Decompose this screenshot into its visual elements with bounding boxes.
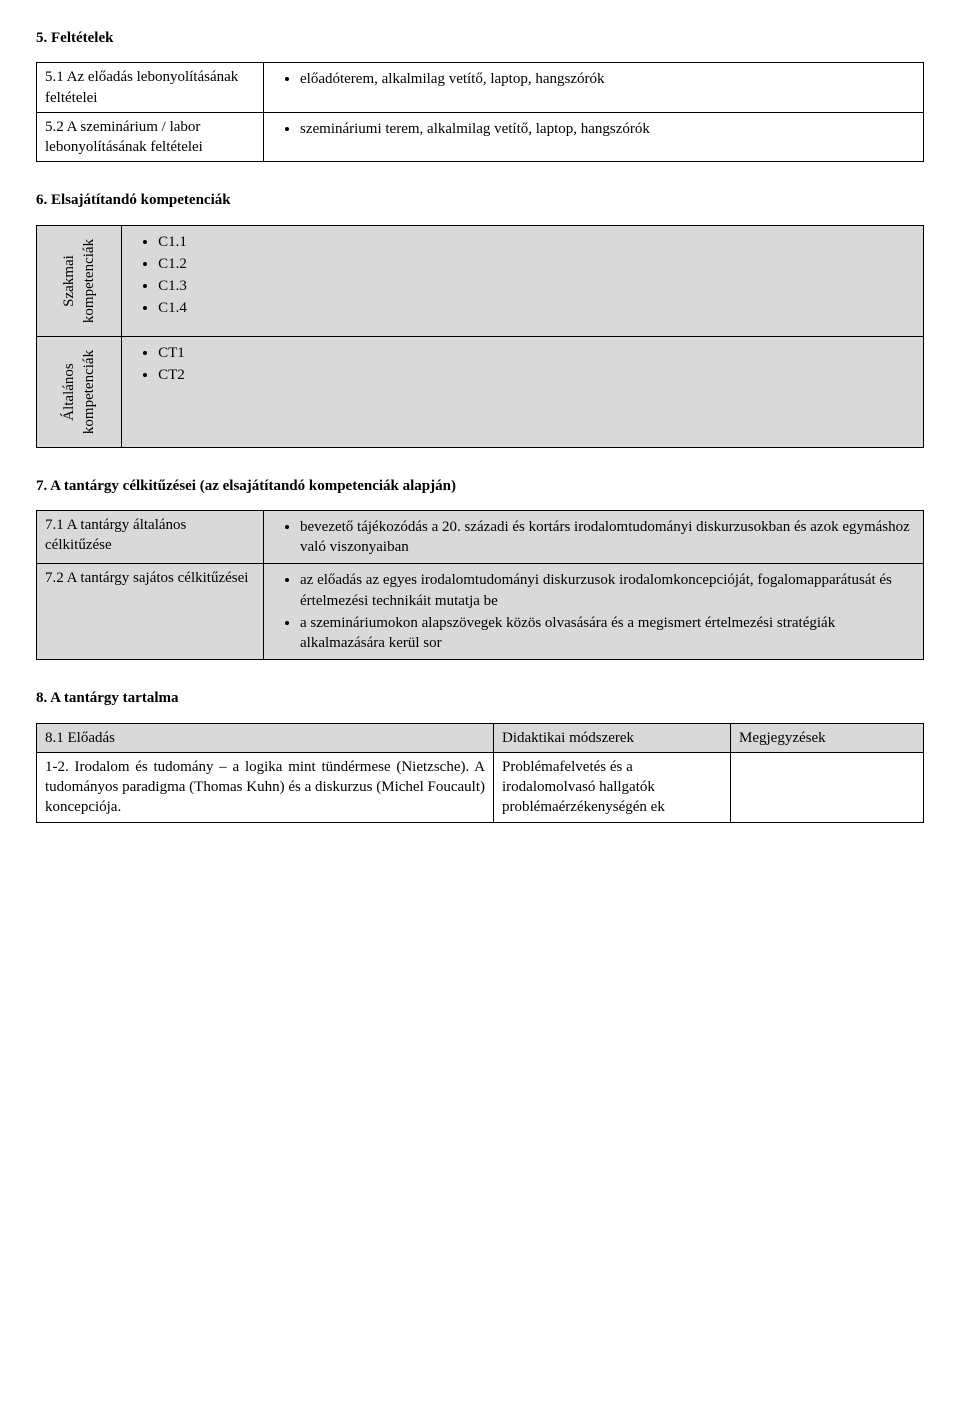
row-content: bevezető tájékozódás a 20. századi és ko… [264,510,924,564]
cell-topic: 1-2. Irodalom és tudomány – a logika min… [37,752,494,822]
table-row: 7.1 A tantárgy általános célkitűzése bev… [37,510,924,564]
section-8: 8. A tantárgy tartalma 8.1 Előadás Didak… [36,688,924,822]
section-5: 5. Feltételek 5.1 Az előadás lebonyolítá… [36,28,924,162]
table-row: Szakmaikompetenciák C1.1 C1.2 C1.3 C1.4 [37,225,924,336]
list-item: bevezető tájékozódás a 20. századi és ko… [300,517,915,558]
cell-notes [731,752,924,822]
bullet-list: az előadás az egyes irodalomtudományi di… [272,570,915,653]
list-item: CT2 [158,365,915,385]
list-item: CT1 [158,343,915,363]
section-6: 6. Elsajátítandó kompetenciák Szakmaikom… [36,190,924,447]
section-6-table: Szakmaikompetenciák C1.1 C1.2 C1.3 C1.4 … [36,225,924,448]
competency-cell: CT1 CT2 [122,336,924,447]
list-item: a szemináriumokon alapszövegek közös olv… [300,613,915,654]
col-header: 8.1 Előadás [37,723,494,752]
row-content: szemináriumi terem, alkalmilag vetítő, l… [264,112,924,162]
bullet-list: előadóterem, alkalmilag vetítő, laptop, … [272,69,915,89]
table-row: 7.2 A tantárgy sajátos célkitűzései az e… [37,564,924,660]
list-item: szemináriumi terem, alkalmilag vetítő, l… [300,119,915,139]
section-5-heading: 5. Feltételek [36,28,924,48]
row-label: 5.2 A szeminárium / labor lebonyolításán… [37,112,264,162]
row-content: előadóterem, alkalmilag vetítő, laptop, … [264,63,924,113]
list-item: az előadás az egyes irodalomtudományi di… [300,570,915,611]
row-label: 7.2 A tantárgy sajátos célkitűzései [37,564,264,660]
bullet-list: bevezető tájékozódás a 20. századi és ko… [272,517,915,558]
row-content: az előadás az egyes irodalomtudományi di… [264,564,924,660]
section-6-heading: 6. Elsajátítandó kompetenciák [36,190,924,210]
vertical-label-cell: Általánoskompetenciák [37,336,122,447]
table-row: 5.2 A szeminárium / labor lebonyolításán… [37,112,924,162]
col-header: Didaktikai módszerek [494,723,731,752]
section-8-heading: 8. A tantárgy tartalma [36,688,924,708]
bullet-list: CT1 CT2 [130,343,915,386]
section-5-table: 5.1 Az előadás lebonyolításának feltétel… [36,62,924,162]
competency-cell: C1.1 C1.2 C1.3 C1.4 [122,225,924,336]
vertical-label: Általánoskompetenciák [24,349,134,433]
table-row: 1-2. Irodalom és tudomány – a logika min… [37,752,924,822]
row-label: 5.1 Az előadás lebonyolításának feltétel… [37,63,264,113]
section-7-table: 7.1 A tantárgy általános célkitűzése bev… [36,510,924,661]
list-item: előadóterem, alkalmilag vetítő, laptop, … [300,69,915,89]
vertical-label-cell: Szakmaikompetenciák [37,225,122,336]
list-item: C1.3 [158,276,915,296]
bullet-list: szemináriumi terem, alkalmilag vetítő, l… [272,119,915,139]
bullet-list: C1.1 C1.2 C1.3 C1.4 [130,232,915,319]
section-7-heading: 7. A tantárgy célkitűzései (az elsajátít… [36,476,924,496]
section-7: 7. A tantárgy célkitűzései (az elsajátít… [36,476,924,661]
col-header: Megjegyzések [731,723,924,752]
list-item: C1.1 [158,232,915,252]
vertical-label: Szakmaikompetenciák [24,238,134,322]
table-row: Általánoskompetenciák CT1 CT2 [37,336,924,447]
row-label: 7.1 A tantárgy általános célkitűzése [37,510,264,564]
cell-methods: Problémafelvetés és a irodalomolvasó hal… [494,752,731,822]
table-row: 5.1 Az előadás lebonyolításának feltétel… [37,63,924,113]
section-8-table: 8.1 Előadás Didaktikai módszerek Megjegy… [36,723,924,823]
table-header-row: 8.1 Előadás Didaktikai módszerek Megjegy… [37,723,924,752]
list-item: C1.4 [158,298,915,318]
list-item: C1.2 [158,254,915,274]
